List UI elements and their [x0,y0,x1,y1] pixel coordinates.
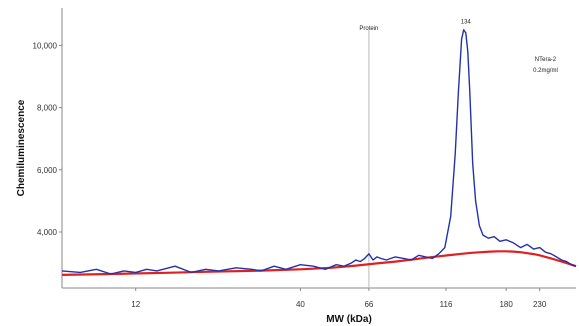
annotation-label: Protein [359,26,378,32]
series-layer [61,29,577,276]
annotation-label: 134 [461,20,472,26]
x-tick-label: 12 [131,300,140,309]
annotations: Protein 134 NTera-2 0.2mg/ml [359,20,558,288]
annotation-label: NTera-2 [535,57,557,63]
x-tick-label: 230 [533,300,547,309]
y-tick-label: 8,000 [37,104,58,113]
x-tick-label: 40 [296,300,305,309]
series-line [61,250,577,276]
y-tick-label: 6,000 [37,166,58,175]
annotation-label: 0.2mg/ml [533,68,558,74]
x-axis-title: MW (kDa) [326,314,372,325]
y-axis-ticks: 4,000 6,000 8,000 10,000 [33,41,62,237]
x-tick-label: 116 [440,300,453,309]
series-line [61,29,577,275]
y-tick-label: 10,000 [33,41,58,50]
y-tick-label: 4,000 [37,228,58,237]
x-axis-ticks: 12 40 66 116 180 230 [131,288,547,309]
x-tick-label: 66 [364,300,373,309]
x-tick-label: 180 [499,300,513,309]
y-axis-title: Chemiluminescence [16,99,27,196]
